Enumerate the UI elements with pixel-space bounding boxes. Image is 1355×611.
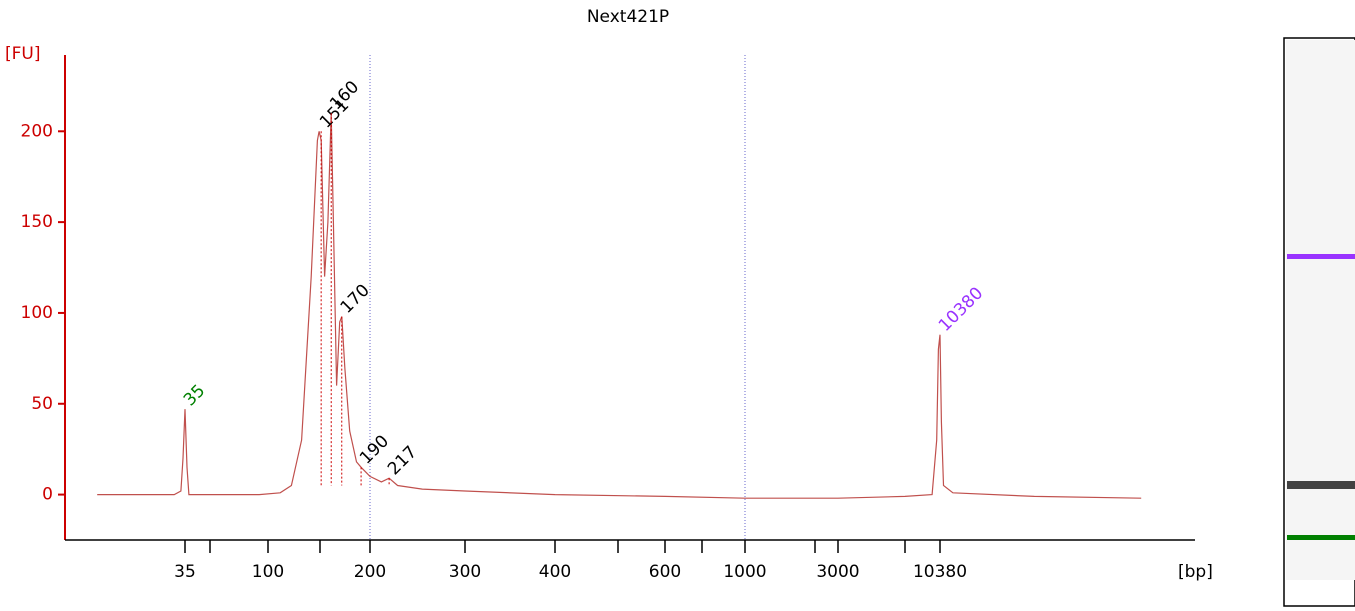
x-tick-label: 10380 xyxy=(913,562,967,582)
x-tick-label: 200 xyxy=(354,562,386,582)
y-tick-label: 150 xyxy=(21,212,53,232)
x-axis-label: [bp] xyxy=(1178,562,1213,582)
peak-label: 10380 xyxy=(935,283,987,335)
gel-lane xyxy=(1283,37,1355,607)
y-tick-label: 0 xyxy=(42,485,53,505)
gel-background xyxy=(1286,40,1355,580)
peak-label: 35 xyxy=(180,381,209,410)
sample-band xyxy=(1287,481,1355,489)
lower-marker-band xyxy=(1287,535,1355,540)
chart-title: Next421P xyxy=(587,7,669,27)
x-tick-label: 35 xyxy=(174,562,196,582)
y-tick-label: 100 xyxy=(21,303,53,323)
peak-label: 170 xyxy=(337,281,374,318)
x-tick-label: 400 xyxy=(539,562,571,582)
y-tick-label: 50 xyxy=(31,394,53,414)
y-axis-label: [FU] xyxy=(5,44,41,64)
y-tick-label: 200 xyxy=(21,121,53,141)
x-tick-label: 300 xyxy=(449,562,481,582)
x-tick-label: 1000 xyxy=(723,562,766,582)
x-tick-label: 3000 xyxy=(816,562,859,582)
upper-marker-band xyxy=(1287,254,1355,259)
trace xyxy=(97,113,1142,499)
x-tick-label: 600 xyxy=(649,562,681,582)
x-tick-label: 100 xyxy=(252,562,284,582)
